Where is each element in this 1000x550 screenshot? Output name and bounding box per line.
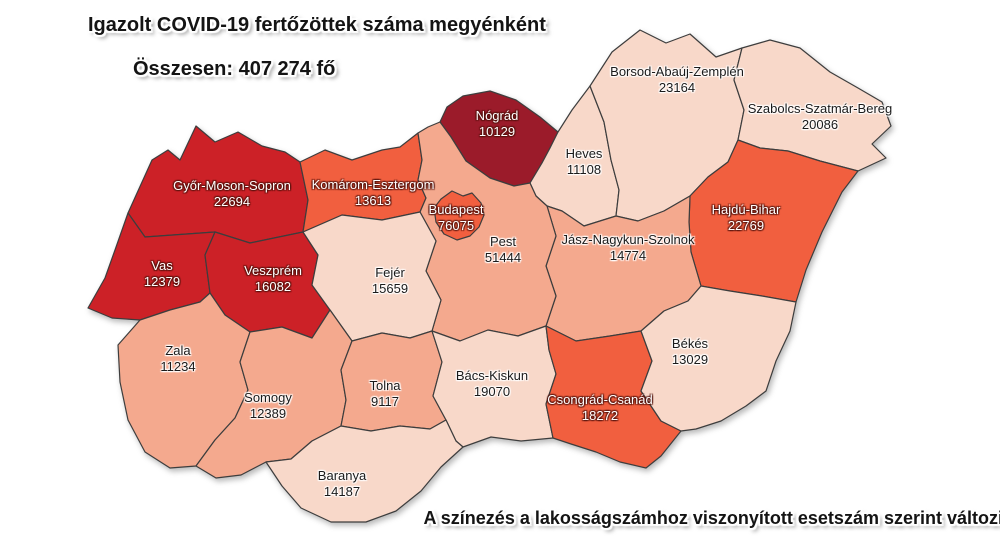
county-shape-szabolcs-szatmar-bereg [733, 39, 892, 172]
county-label-pest: Pest 51444 [485, 234, 521, 266]
county-value: 14774 [609, 248, 647, 263]
county-label-jasz-nagykun-szolnok: Jász-Nagykun-Szolnok 14774 [562, 232, 695, 264]
county-value: 14187 [323, 484, 361, 499]
county-value: 76075 [437, 218, 475, 233]
county-value: 10129 [478, 124, 516, 139]
county-name: Szabolcs-Szatmár-Bereg [747, 101, 893, 116]
page-title: Igazolt COVID-19 fertőzöttek száma megyé… [88, 14, 546, 36]
county-value: 11234 [160, 359, 196, 374]
county-shapes [87, 29, 892, 523]
county-value: 13613 [354, 193, 392, 208]
county-name: Borsod-Abaúj-Zemplén [610, 64, 744, 79]
county-label-hajdu-bihar: Hajdú-Bihar 22769 [712, 202, 781, 234]
county-value: 19070 [473, 384, 511, 399]
county-value: 16082 [254, 279, 292, 294]
county-name: Komárom-Esztergom [311, 177, 435, 192]
county-label-tolna: Tolna 9117 [369, 378, 400, 410]
county-value: 15659 [371, 281, 409, 296]
county-label-fejer: Fejér 15659 [372, 265, 408, 297]
county-value: 12379 [143, 274, 181, 289]
county-value: 20086 [801, 117, 839, 132]
county-name: Békés [671, 336, 709, 351]
county-label-heves: Heves 11108 [566, 146, 603, 178]
county-label-baranya: Baranya 14187 [318, 468, 366, 500]
county-value: 9117 [371, 394, 399, 409]
county-name: Bács-Kiskun [455, 368, 529, 383]
county-label-bekes: Békés 13029 [672, 336, 708, 368]
county-name: Fejér [375, 265, 405, 280]
county-label-szabolcs-szatmar-bereg: Szabolcs-Szatmár-Bereg 20086 [748, 101, 893, 133]
county-label-veszprem: Veszprém 16082 [244, 263, 302, 295]
county-name: Csongrád-Csanád [547, 392, 653, 407]
color-scale-footnote: A színezés a lakosságszámhoz viszonyítot… [423, 508, 1000, 528]
county-shape-budapest [433, 190, 485, 241]
county-label-gyor-moson-sopron: Győr-Moson-Sopron 22694 [173, 178, 291, 210]
county-label-komarom-esztergom: Komárom-Esztergom 13613 [312, 177, 435, 209]
county-name: Győr-Moson-Sopron [173, 178, 291, 193]
county-name: Vas [151, 258, 173, 273]
county-label-nograd: Nógrád 10129 [476, 108, 519, 140]
county-value: 12389 [249, 406, 287, 421]
county-label-bacs-kiskun: Bács-Kiskun 19070 [456, 368, 528, 400]
county-value: 22769 [727, 218, 765, 233]
county-label-zala: Zala 11234 [160, 343, 195, 375]
county-value: 51444 [484, 250, 522, 265]
county-label-vas: Vas 12379 [144, 258, 180, 290]
county-name: Somogy [244, 390, 292, 405]
county-shape-csongrad-csanad [545, 325, 682, 469]
county-value: 22694 [213, 194, 251, 209]
county-value: 13029 [671, 352, 709, 367]
county-label-somogy: Somogy 12389 [244, 390, 292, 422]
county-name: Heves [565, 146, 603, 161]
county-value: 18272 [581, 408, 619, 423]
county-value: 23164 [658, 80, 696, 95]
county-name: Nógrád [475, 108, 519, 123]
county-name: Tolna [369, 378, 401, 393]
county-name: Hajdú-Bihar [711, 202, 781, 217]
total-subtitle: Összesen: 407 274 fő [133, 58, 336, 80]
county-shape-bekes [640, 285, 797, 432]
county-label-csongrad-csanad: Csongrád-Csanád 18272 [547, 392, 653, 424]
county-name: Jász-Nagykun-Szolnok [561, 232, 695, 247]
county-label-borsod-abauj-zemplen: Borsod-Abaúj-Zemplén 23164 [610, 64, 744, 96]
county-shape-baranya [265, 419, 464, 523]
county-name: Zala [165, 343, 191, 358]
county-label-budapest: Budapest 76075 [429, 202, 484, 234]
county-name: Pest [489, 234, 516, 249]
county-name: Baranya [317, 468, 367, 483]
county-name: Budapest [428, 202, 484, 217]
county-name: Veszprém [244, 263, 302, 278]
county-value: 11108 [566, 162, 602, 177]
